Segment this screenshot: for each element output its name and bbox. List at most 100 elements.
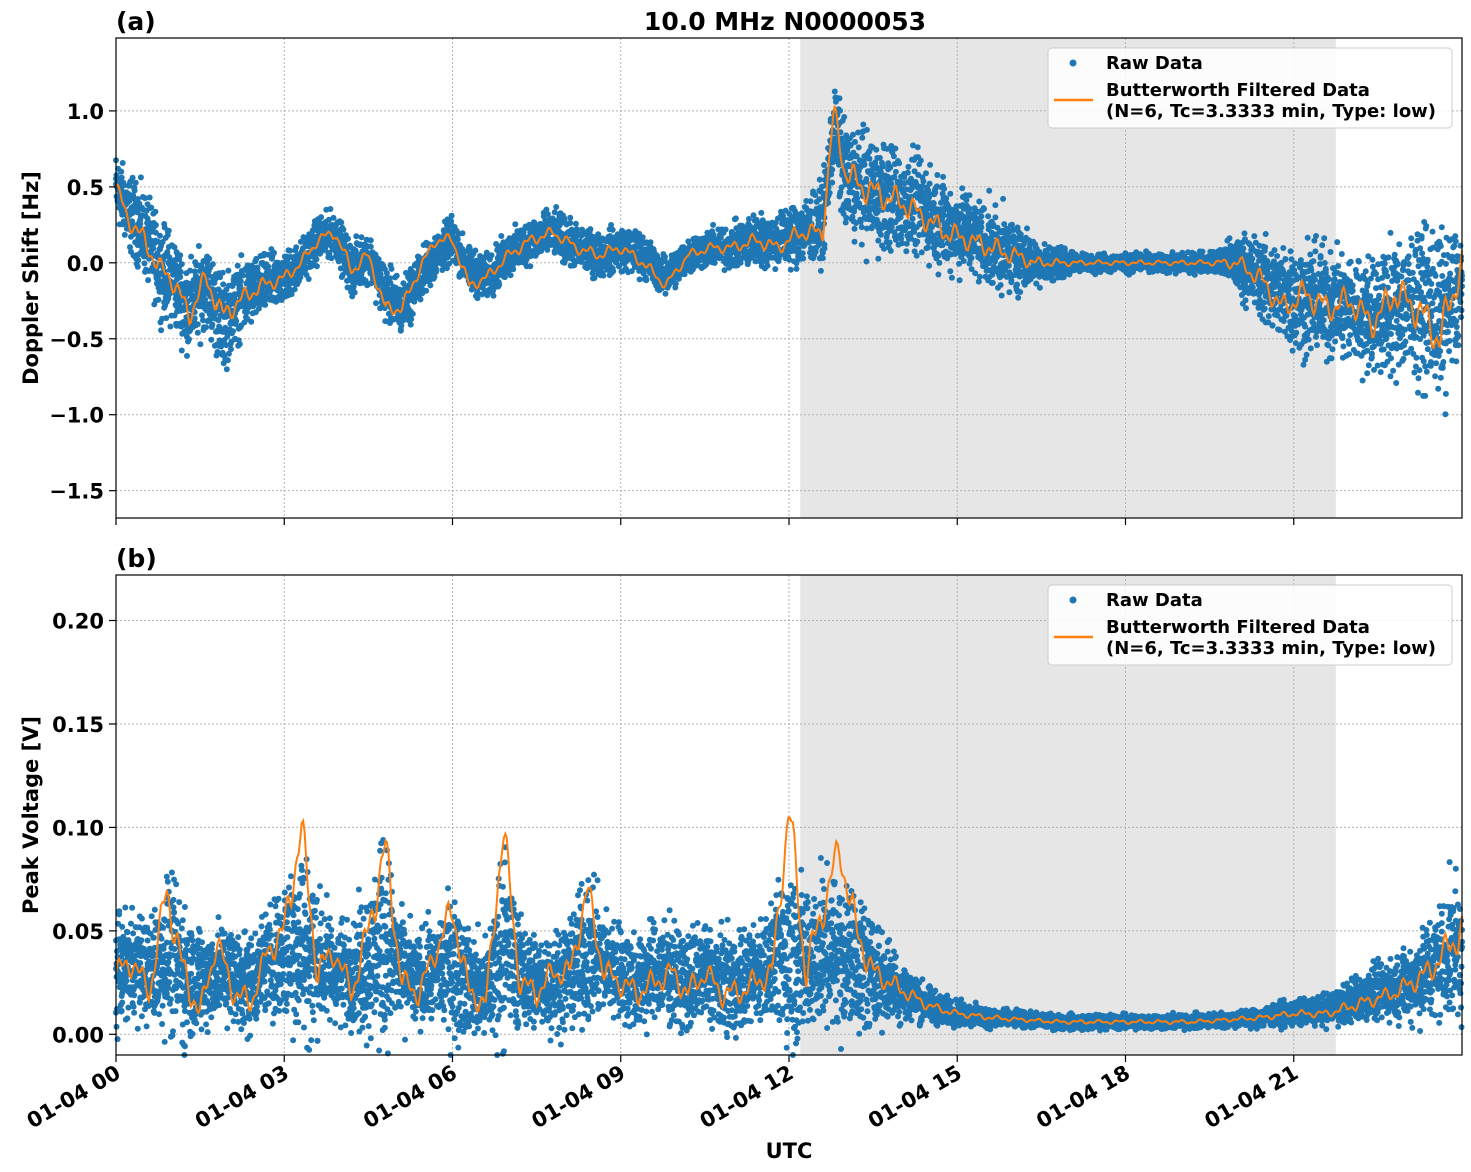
raw-data-point — [454, 236, 461, 243]
raw-data-point — [137, 220, 144, 227]
doppler-panel: (a) Doppler Shift [Hz] 1.00.50.0−0.5−1.0… — [19, 7, 1465, 525]
raw-data-point — [829, 179, 836, 186]
raw-data-point — [510, 266, 517, 273]
raw-data-point — [863, 176, 870, 182]
raw-data-point — [710, 221, 717, 228]
raw-data-point — [941, 212, 948, 219]
raw-data-point — [373, 300, 379, 307]
raw-data-point — [496, 281, 503, 288]
raw-data-point — [217, 274, 224, 281]
raw-data-point — [490, 292, 497, 299]
raw-data-point — [926, 262, 933, 269]
raw-data-point — [233, 318, 240, 324]
raw-data-point — [237, 278, 244, 285]
raw-data-point — [408, 316, 415, 323]
raw-data-point — [905, 163, 912, 170]
raw-data-point — [154, 238, 161, 245]
raw-data-point — [807, 198, 814, 205]
raw-data-point — [887, 247, 894, 254]
raw-data-point — [152, 222, 159, 228]
raw-data-point — [512, 221, 519, 228]
raw-data-point — [841, 114, 848, 120]
raw-data-point — [146, 194, 153, 201]
raw-data-point — [923, 170, 929, 177]
raw-data-point — [131, 187, 138, 194]
raw-data-point — [209, 261, 216, 268]
raw-data-point — [159, 239, 166, 245]
raw-data-point — [238, 252, 245, 259]
raw-data-point — [118, 174, 125, 181]
raw-data-point — [764, 262, 771, 269]
raw-data-point — [305, 276, 312, 282]
raw-data-point — [330, 214, 337, 221]
raw-data-point — [662, 290, 669, 297]
figure-title: 10.0 MHz N0000053 — [644, 7, 926, 36]
raw-data-point — [896, 160, 903, 167]
panel-a-label: (a) — [116, 7, 156, 36]
raw-data-point — [171, 244, 178, 251]
raw-data-point — [732, 215, 739, 222]
raw-data-point — [145, 277, 152, 284]
raw-data-point — [939, 242, 946, 249]
raw-data-point — [935, 252, 942, 259]
raw-data-point — [253, 255, 260, 262]
raw-data-point — [200, 317, 206, 324]
raw-data-point — [829, 166, 836, 173]
raw-data-point — [212, 276, 219, 282]
raw-data-point — [913, 252, 920, 259]
raw-data-point — [293, 244, 300, 251]
raw-data-point — [134, 263, 141, 270]
raw-data-point — [164, 249, 171, 256]
raw-data-point — [177, 268, 184, 275]
raw-data-point — [313, 263, 320, 270]
raw-data-point — [127, 244, 133, 251]
raw-data-point — [423, 287, 430, 294]
raw-data-point — [287, 247, 293, 254]
raw-data-point — [178, 261, 185, 268]
raw-data-point — [587, 226, 594, 233]
raw-data-point — [904, 169, 911, 176]
raw-data-point — [393, 272, 400, 279]
raw-data-point — [909, 215, 916, 222]
raw-data-point — [248, 318, 255, 325]
raw-data-point — [398, 322, 405, 329]
raw-data-point — [873, 146, 880, 153]
raw-data-point — [643, 277, 650, 284]
raw-data-point — [947, 190, 954, 197]
raw-data-point — [959, 185, 966, 192]
raw-data-point — [353, 233, 360, 240]
raw-data-point — [129, 174, 136, 181]
raw-data-point — [224, 357, 231, 364]
raw-data-point — [935, 271, 942, 278]
raw-data-point — [236, 341, 243, 348]
raw-data-point — [890, 153, 897, 160]
raw-data-point — [852, 139, 858, 145]
raw-data-point — [388, 265, 395, 272]
raw-data-point — [203, 324, 210, 331]
raw-data-point — [228, 346, 234, 353]
raw-data-point — [875, 255, 882, 262]
raw-data-point — [799, 250, 806, 257]
raw-data-point — [875, 237, 882, 244]
raw-data-point — [956, 277, 963, 284]
raw-data-point — [610, 268, 617, 275]
raw-data-point — [858, 241, 865, 248]
raw-data-point — [934, 172, 941, 178]
raw-data-point — [141, 253, 147, 260]
raw-data-point — [146, 255, 153, 262]
raw-data-point — [758, 209, 765, 216]
raw-data-point — [892, 168, 899, 175]
raw-data-point — [244, 309, 250, 316]
raw-data-point — [163, 315, 170, 322]
raw-data-point — [254, 264, 261, 271]
raw-data-point — [888, 180, 895, 187]
raw-data-point — [327, 206, 334, 212]
raw-data-point — [132, 179, 139, 186]
raw-data-point — [220, 281, 227, 288]
raw-data-point — [194, 329, 201, 336]
raw-data-point — [925, 244, 932, 251]
raw-data-point — [208, 336, 215, 343]
raw-data-point — [936, 259, 943, 266]
raw-data-point — [858, 224, 865, 231]
raw-data-point — [340, 226, 347, 233]
